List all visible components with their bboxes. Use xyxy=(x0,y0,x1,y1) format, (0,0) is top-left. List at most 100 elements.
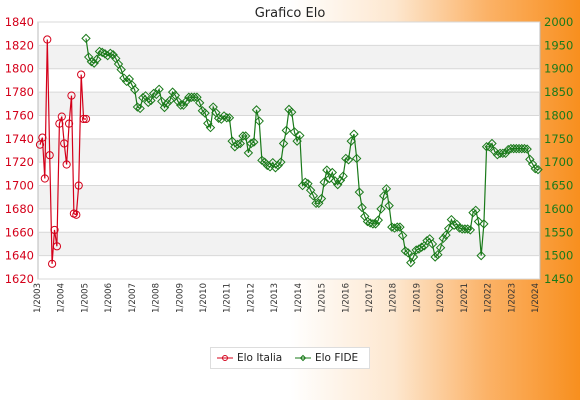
x-axis-tick-label: 1/2019 xyxy=(412,283,422,313)
data-point-elo-fide xyxy=(365,218,375,228)
x-axis-tick-label: 1/2024 xyxy=(531,283,541,313)
data-point-elo-fide xyxy=(219,111,229,121)
x-axis-tick-label: 1/2016 xyxy=(341,283,351,313)
x-axis-tick-label: 1/2021 xyxy=(460,283,470,313)
left-axis-tick-label: 1840 xyxy=(5,15,34,29)
data-point-elo-fide xyxy=(205,122,216,133)
data-point-elo-fide xyxy=(148,88,159,99)
data-point-elo-fide xyxy=(435,242,446,253)
legend-label-elo-italia: Elo Italia xyxy=(237,352,283,364)
plot-band xyxy=(38,92,540,116)
data-point-elo-fide xyxy=(468,207,478,218)
data-point-elo-fide xyxy=(181,96,191,107)
data-point-elo-fide xyxy=(249,137,259,147)
data-point-elo-fide xyxy=(92,54,102,65)
data-point-elo-fide xyxy=(316,193,327,204)
data-point-elo-italia xyxy=(77,70,86,79)
data-point-elo-fide xyxy=(408,252,419,262)
data-point-elo-fide xyxy=(460,224,470,234)
data-point-elo-fide xyxy=(441,230,451,240)
data-point-elo-fide xyxy=(397,230,408,241)
data-point-elo-fide xyxy=(273,160,283,171)
data-point-elo-italia xyxy=(50,225,59,235)
data-point-elo-fide xyxy=(278,138,289,149)
data-point-elo-italia xyxy=(79,114,88,124)
plot-band xyxy=(38,115,540,139)
x-axis-tick-label: 1/2008 xyxy=(152,283,162,313)
data-point-elo-fide xyxy=(462,224,473,234)
left-axis-tick-label: 1620 xyxy=(5,272,34,286)
data-point-elo-fide xyxy=(189,92,199,102)
data-point-elo-fide xyxy=(170,90,181,101)
data-point-elo-italia xyxy=(57,112,66,121)
plot-band xyxy=(38,255,540,279)
x-axis-ticks: 1/2003 1/2004 1/2005 1/2006 1/2007 1/2008 1/20… xyxy=(33,283,541,313)
data-point-elo-fide xyxy=(146,95,156,106)
legend: Elo Italia Elo FIDE xyxy=(210,347,370,369)
data-point-elo-fide xyxy=(530,164,541,174)
right-axis-tick-label: 1450 xyxy=(544,272,573,286)
data-point-elo-fide xyxy=(362,216,373,227)
right-axis-tick-label: 1550 xyxy=(544,225,573,239)
left-axis-tick-label: 1820 xyxy=(5,38,34,52)
data-point-elo-fide xyxy=(81,33,91,44)
data-point-elo-fide xyxy=(173,96,183,107)
data-point-elo-italia xyxy=(60,139,69,148)
data-point-elo-fide xyxy=(346,136,356,146)
x-axis-tick-label: 1/2004 xyxy=(57,283,67,313)
data-point-elo-fide xyxy=(200,108,210,118)
x-axis-tick-label: 1/2010 xyxy=(199,283,209,313)
data-point-elo-fide xyxy=(327,167,338,178)
data-point-elo-fide xyxy=(138,92,148,103)
data-point-elo-fide xyxy=(324,173,335,184)
data-point-elo-fide xyxy=(240,131,251,141)
data-point-elo-fide xyxy=(533,164,543,175)
data-point-elo-fide xyxy=(392,222,402,232)
right-axis-tick-label: 1950 xyxy=(544,38,573,52)
x-axis-tick-label: 1/2005 xyxy=(80,283,90,313)
right-axis-tick-label: 1700 xyxy=(544,155,573,169)
data-point-elo-fide xyxy=(376,204,386,214)
data-point-elo-fide xyxy=(162,98,172,109)
right-axis-tick-label: 2000 xyxy=(544,15,573,29)
x-axis-tick-label: 1/2011 xyxy=(223,283,233,313)
plot-band xyxy=(38,45,540,69)
data-point-elo-italia xyxy=(38,133,47,142)
data-point-elo-fide xyxy=(135,103,145,114)
data-point-elo-fide xyxy=(430,252,440,262)
plot-background xyxy=(37,21,541,280)
data-point-elo-italia xyxy=(43,35,52,44)
data-point-elo-fide xyxy=(381,184,392,194)
left-axis-tick-label: 1760 xyxy=(5,108,34,122)
data-point-elo-italia xyxy=(74,181,83,190)
legend-swatch-elo-fide xyxy=(295,354,311,362)
data-point-elo-fide xyxy=(349,129,359,139)
plot-band xyxy=(38,162,540,186)
data-point-elo-italia xyxy=(64,119,74,128)
data-point-elo-fide xyxy=(338,171,348,181)
x-axis-tick-label: 1/2015 xyxy=(318,283,328,313)
data-point-elo-fide xyxy=(281,125,291,136)
data-point-elo-fide xyxy=(154,84,164,94)
plot-band xyxy=(38,22,540,46)
data-point-elo-fide xyxy=(132,102,143,112)
right-axis-tick-label: 1800 xyxy=(544,108,573,122)
data-point-elo-fide xyxy=(438,233,448,244)
x-axis-tick-label: 1/2003 xyxy=(33,283,43,313)
left-axis-ticks: 1620 1640 1660 1680 1700 1720 1740 1760 1780 1800… xyxy=(5,15,34,286)
left-axis-tick-label: 1720 xyxy=(5,155,34,169)
plot-band xyxy=(38,185,540,209)
data-point-elo-fide xyxy=(235,138,245,149)
data-point-elo-fide xyxy=(97,47,107,58)
right-axis-tick-label: 1900 xyxy=(544,62,573,76)
series-layer xyxy=(35,33,543,268)
data-point-elo-fide xyxy=(503,144,513,155)
data-point-elo-fide xyxy=(335,175,346,186)
data-point-elo-fide xyxy=(105,48,116,59)
data-point-elo-fide xyxy=(379,191,389,201)
data-point-elo-fide xyxy=(354,187,365,197)
data-point-elo-fide xyxy=(257,155,267,166)
plot-band xyxy=(38,68,540,93)
